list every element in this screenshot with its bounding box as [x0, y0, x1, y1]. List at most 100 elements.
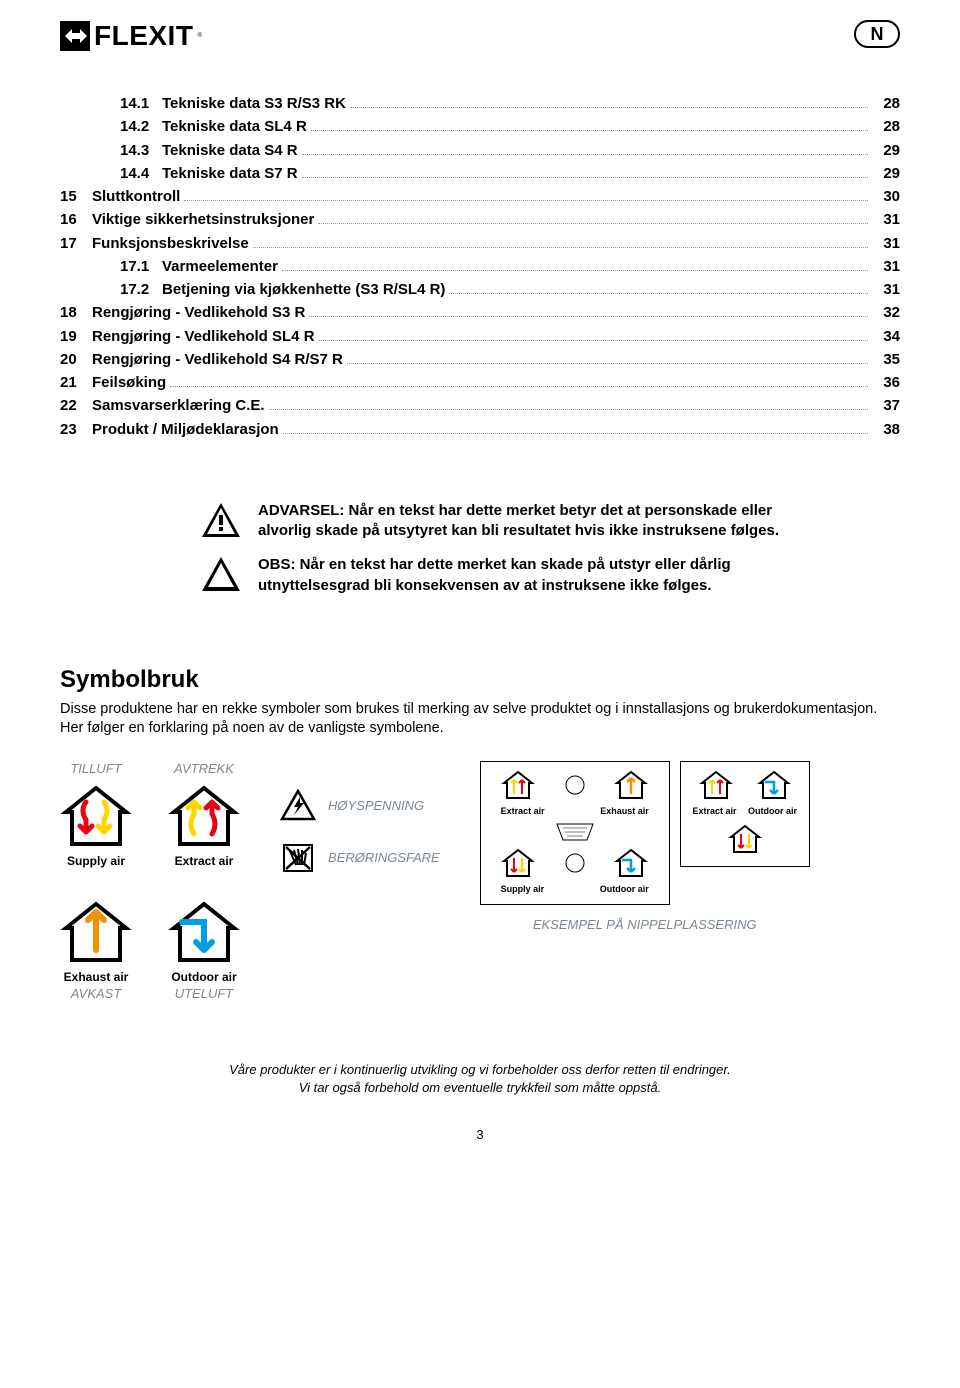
toc-page: 34 [872, 325, 900, 348]
page-number: 3 [60, 1127, 900, 1142]
label-avtrekk: AVTREKK [174, 761, 234, 776]
toc-dots [282, 270, 868, 271]
toc-page: 31 [872, 255, 900, 278]
diag1-exhaust-label: Exhaust air [600, 806, 649, 816]
toc-number: 21 [60, 371, 92, 394]
logo: FLEXIT ® [60, 20, 202, 52]
toc-row: 23Produkt / Miljødeklarasjon38 [60, 418, 900, 441]
toc-dots [350, 107, 868, 108]
toc-row: 14.2Tekniske data SL4 R28 [60, 115, 900, 138]
toc-label: Feilsøking [92, 371, 166, 394]
symbol-exhaust-air: Exhaust air AVKAST [60, 896, 132, 1001]
toc-page: 35 [872, 348, 900, 371]
toc-dots [302, 177, 868, 178]
toc-number: 17.2 [120, 278, 162, 301]
toc-row: 17.2Betjening via kjøkkenhette (S3 R/SL4… [60, 278, 900, 301]
toc-label: Tekniske data SL4 R [162, 115, 307, 138]
toc-number: 18 [60, 301, 92, 324]
mini-outdoor-icon [757, 768, 791, 802]
footer: Våre produkter er i kontinuerlig utvikli… [60, 1061, 900, 1097]
label-hoyspenning: HØYSPENNING [328, 798, 424, 813]
toc-page: 28 [872, 92, 900, 115]
toc-row: 20Rengjøring - Vedlikehold S4 R/S7 R35 [60, 348, 900, 371]
toc-row: 17Funksjonsbeskrivelse31 [60, 232, 900, 255]
diagram-1: Extract air Exhaust air [480, 761, 670, 905]
diag1-supply-label: Supply air [501, 884, 545, 894]
table-of-contents: 14.1Tekniske data S3 R/S3 RK2814.2Teknis… [60, 92, 900, 441]
toc-row: 14.1Tekniske data S3 R/S3 RK 28 [60, 92, 900, 115]
nipple-caption: EKSEMPEL PÅ NIPPELPLASSERING [480, 917, 810, 932]
toc-dots [302, 154, 868, 155]
warnings-section: ADVARSEL: Når en tekst har dette merket … [200, 501, 900, 596]
mini-supply-icon [501, 846, 535, 880]
warning-obs-text: OBS: Når en tekst har dette merket kan s… [258, 555, 818, 596]
toc-number: 14.4 [120, 162, 162, 185]
diag1-extract-label: Extract air [501, 806, 545, 816]
toc-row: 14.4Tekniske data S7 R 29 [60, 162, 900, 185]
toc-label: Tekniske data S3 R/S3 RK [162, 92, 346, 115]
diag2-extract-label: Extract air [692, 806, 736, 816]
toc-number: 14.2 [120, 115, 162, 138]
caution-triangle-icon [200, 555, 242, 593]
house-outdoor-icon [168, 896, 240, 968]
toc-number: 17.1 [120, 255, 162, 278]
warning-triangle-icon [200, 501, 242, 539]
toc-dots [309, 316, 868, 317]
warning-advarsel-text: ADVARSEL: Når en tekst har dette merket … [258, 501, 818, 542]
toc-dots [283, 433, 868, 434]
toc-label: Rengjøring - Vedlikehold S3 R [92, 301, 305, 324]
toc-number: 14.1 [120, 92, 162, 115]
nipple-diagrams: Extract air Exhaust air [480, 761, 810, 932]
toc-row: 19Rengjøring - Vedlikehold SL4 R34 [60, 325, 900, 348]
footer-line2: Vi tar også forbehold om eventuelle tryk… [60, 1079, 900, 1097]
toc-page: 38 [872, 418, 900, 441]
toc-label: Varmeelementer [162, 255, 278, 278]
toc-dots [311, 130, 868, 131]
mini-outdoor-icon [614, 846, 648, 880]
toc-label: Produkt / Miljødeklarasjon [92, 418, 279, 441]
high-voltage-icon [280, 789, 316, 823]
label-exhaust-air: Exhaust air [64, 970, 129, 984]
toc-dots [170, 386, 868, 387]
diag1-outdoor-label: Outdoor air [600, 884, 649, 894]
toc-number: 15 [60, 185, 92, 208]
toc-page: 36 [872, 371, 900, 394]
page-header: FLEXIT ® N [60, 20, 900, 52]
logo-trademark: ® [197, 33, 201, 39]
toc-label: Rengjøring - Vedlikehold SL4 R [92, 325, 315, 348]
toc-row: 18Rengjøring - Vedlikehold S3 R32 [60, 301, 900, 324]
label-beroringsfare: BERØRINGSFARE [328, 850, 440, 865]
toc-page: 31 [872, 208, 900, 231]
toc-page: 29 [872, 139, 900, 162]
mini-supply-icon [728, 822, 762, 856]
hazard-touch: BERØRINGSFARE [280, 841, 440, 875]
house-supply-icon [60, 780, 132, 852]
toc-number: 20 [60, 348, 92, 371]
toc-row: 15Sluttkontroll30 [60, 185, 900, 208]
mini-exhaust-icon [614, 768, 648, 802]
symbol-houses: TILLUFT Supply air AVTREKK [60, 761, 240, 1001]
symbol-outdoor-air: Outdoor air UTELUFT [168, 896, 240, 1001]
symbolbruk-section: Symbolbruk Disse produktene har en rekke… [60, 666, 900, 1001]
toc-number: 22 [60, 394, 92, 417]
hazard-highvoltage: HØYSPENNING [280, 789, 440, 823]
toc-label: Tekniske data S4 R [162, 139, 298, 162]
house-exhaust-icon [60, 896, 132, 968]
toc-label: Funksjonsbeskrivelse [92, 232, 249, 255]
label-outdoor-air: Outdoor air [171, 970, 236, 984]
toc-dots [449, 293, 868, 294]
toc-label: Viktige sikkerhetsinstruksjoner [92, 208, 314, 231]
hazard-symbols: HØYSPENNING BERØRINGSFARE [280, 761, 440, 893]
language-badge: N [854, 20, 900, 48]
filter-icon [555, 822, 595, 842]
toc-page: 31 [872, 278, 900, 301]
toc-page: 29 [872, 162, 900, 185]
label-uteluft: UTELUFT [175, 986, 234, 1001]
symbolbruk-desc: Disse produktene har en rekke symboler s… [60, 700, 900, 739]
warning-advarsel: ADVARSEL: Når en tekst har dette merket … [200, 501, 900, 542]
warning-obs: OBS: Når en tekst har dette merket kan s… [200, 555, 900, 596]
toc-label: Tekniske data S7 R [162, 162, 298, 185]
label-supply-air: Supply air [67, 854, 125, 868]
circle-icon [565, 775, 585, 795]
toc-row: 22Samsvarserklæring C.E.37 [60, 394, 900, 417]
